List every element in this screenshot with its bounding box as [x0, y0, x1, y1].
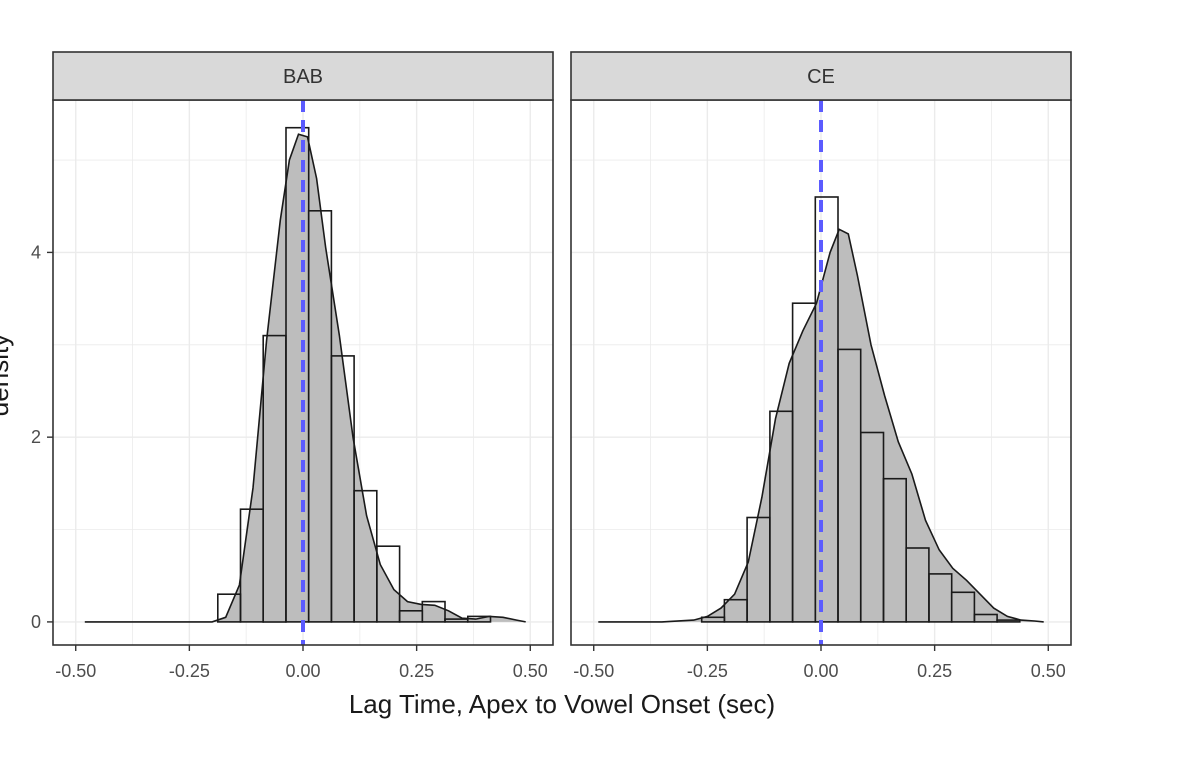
x-tick-label: -0.50: [55, 661, 96, 681]
x-axis-ticks: -0.50 -0.25 0.00 0.25 0.50: [573, 645, 1066, 681]
facet-strip: [52, 51, 554, 101]
y-axis-title: density: [0, 334, 14, 416]
histogram-bar: [973, 613, 998, 623]
facet-strip: [570, 51, 1072, 101]
facet-strip-label: CE: [807, 66, 835, 88]
density-curve: [598, 228, 1044, 623]
x-tick-label: -0.50: [573, 661, 614, 681]
x-axis-ticks: -0.50 -0.25 0.00 0.25 0.50: [55, 645, 548, 681]
y-axis: 0 2 4: [31, 242, 53, 632]
histogram-bar: [376, 545, 401, 623]
facet-panel-bab: BAB -0.50 -0.25 0.00 0.25 0.50: [52, 51, 554, 681]
y-tick-label: 2: [31, 427, 41, 447]
facet-strip-label: BAB: [283, 66, 323, 88]
panels-layer: BAB -0.50 -0.25 0.00 0.25 0.50 CE -0.50 -0.25 0.0…: [52, 51, 1072, 681]
histogram-bar: [950, 591, 976, 623]
x-tick-label: 0.00: [285, 661, 320, 681]
y-tick-label: 4: [31, 242, 41, 262]
x-tick-label: 0.50: [513, 661, 548, 681]
x-tick-label: 0.50: [1031, 661, 1066, 681]
x-tick-label: 0.25: [399, 661, 434, 681]
x-tick-label: -0.25: [687, 661, 728, 681]
x-tick-label: 0.00: [803, 661, 838, 681]
histogram-bar: [421, 600, 446, 623]
facet-panel-ce: CE -0.50 -0.25 0.00 0.25 0.50: [570, 51, 1072, 681]
density-area: [84, 134, 526, 622]
x-tick-label: 0.25: [917, 661, 952, 681]
y-tick-label: 0: [31, 612, 41, 632]
density-curve: [84, 133, 526, 623]
x-axis-title: Lag Time, Apex to Vowel Onset (sec): [349, 689, 775, 719]
histogram-bar: [996, 619, 1021, 623]
x-tick-label: -0.25: [169, 661, 210, 681]
